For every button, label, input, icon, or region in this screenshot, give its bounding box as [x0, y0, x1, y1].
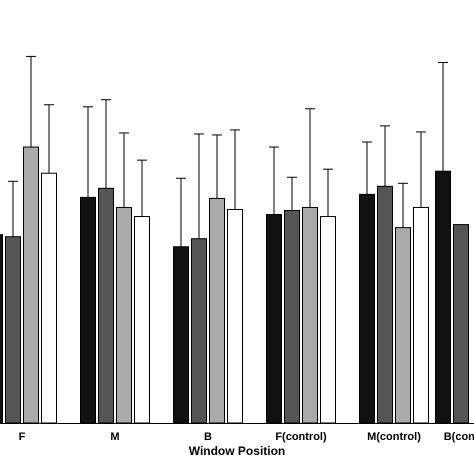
bar-m-control--1 [359, 193, 375, 424]
bar-m-2 [98, 187, 114, 424]
x-tick-label: M [110, 431, 119, 443]
bar-b-1 [173, 246, 189, 424]
bar-m-control--4 [413, 206, 429, 424]
bar-f-2 [5, 236, 21, 424]
bar-m-1 [80, 196, 96, 424]
bar-f-1 [0, 234, 3, 424]
x-axis-tick-labels: F M B F(control) M(control) B(control) [19, 431, 474, 443]
bar-f-3 [23, 146, 39, 424]
x-tick-label: F [19, 431, 26, 443]
x-axis-label: Window Position [189, 444, 286, 458]
bar-b-2 [191, 238, 207, 424]
bar-b-3 [209, 197, 225, 424]
bar-b-4 [227, 208, 243, 424]
bar-m-control--2 [377, 185, 393, 424]
bar-m-4 [134, 216, 150, 424]
bar-f-4 [41, 172, 57, 424]
plot-area [0, 55, 474, 424]
x-tick-label: B [204, 431, 212, 443]
bar-f-control--1 [266, 214, 282, 424]
bar-b-control--1 [435, 170, 451, 424]
bar-f-control--4 [320, 216, 336, 424]
x-tick-label: M(control) [367, 431, 421, 443]
bar-f-control--3 [302, 206, 318, 424]
bar-m-control--3 [395, 227, 411, 424]
bar-f-control--2 [284, 209, 300, 424]
x-tick-label: B(control) [444, 431, 474, 443]
bar-b-control--2 [453, 224, 469, 424]
x-tick-label: F(control) [275, 431, 327, 443]
bar-m-3 [116, 206, 132, 424]
